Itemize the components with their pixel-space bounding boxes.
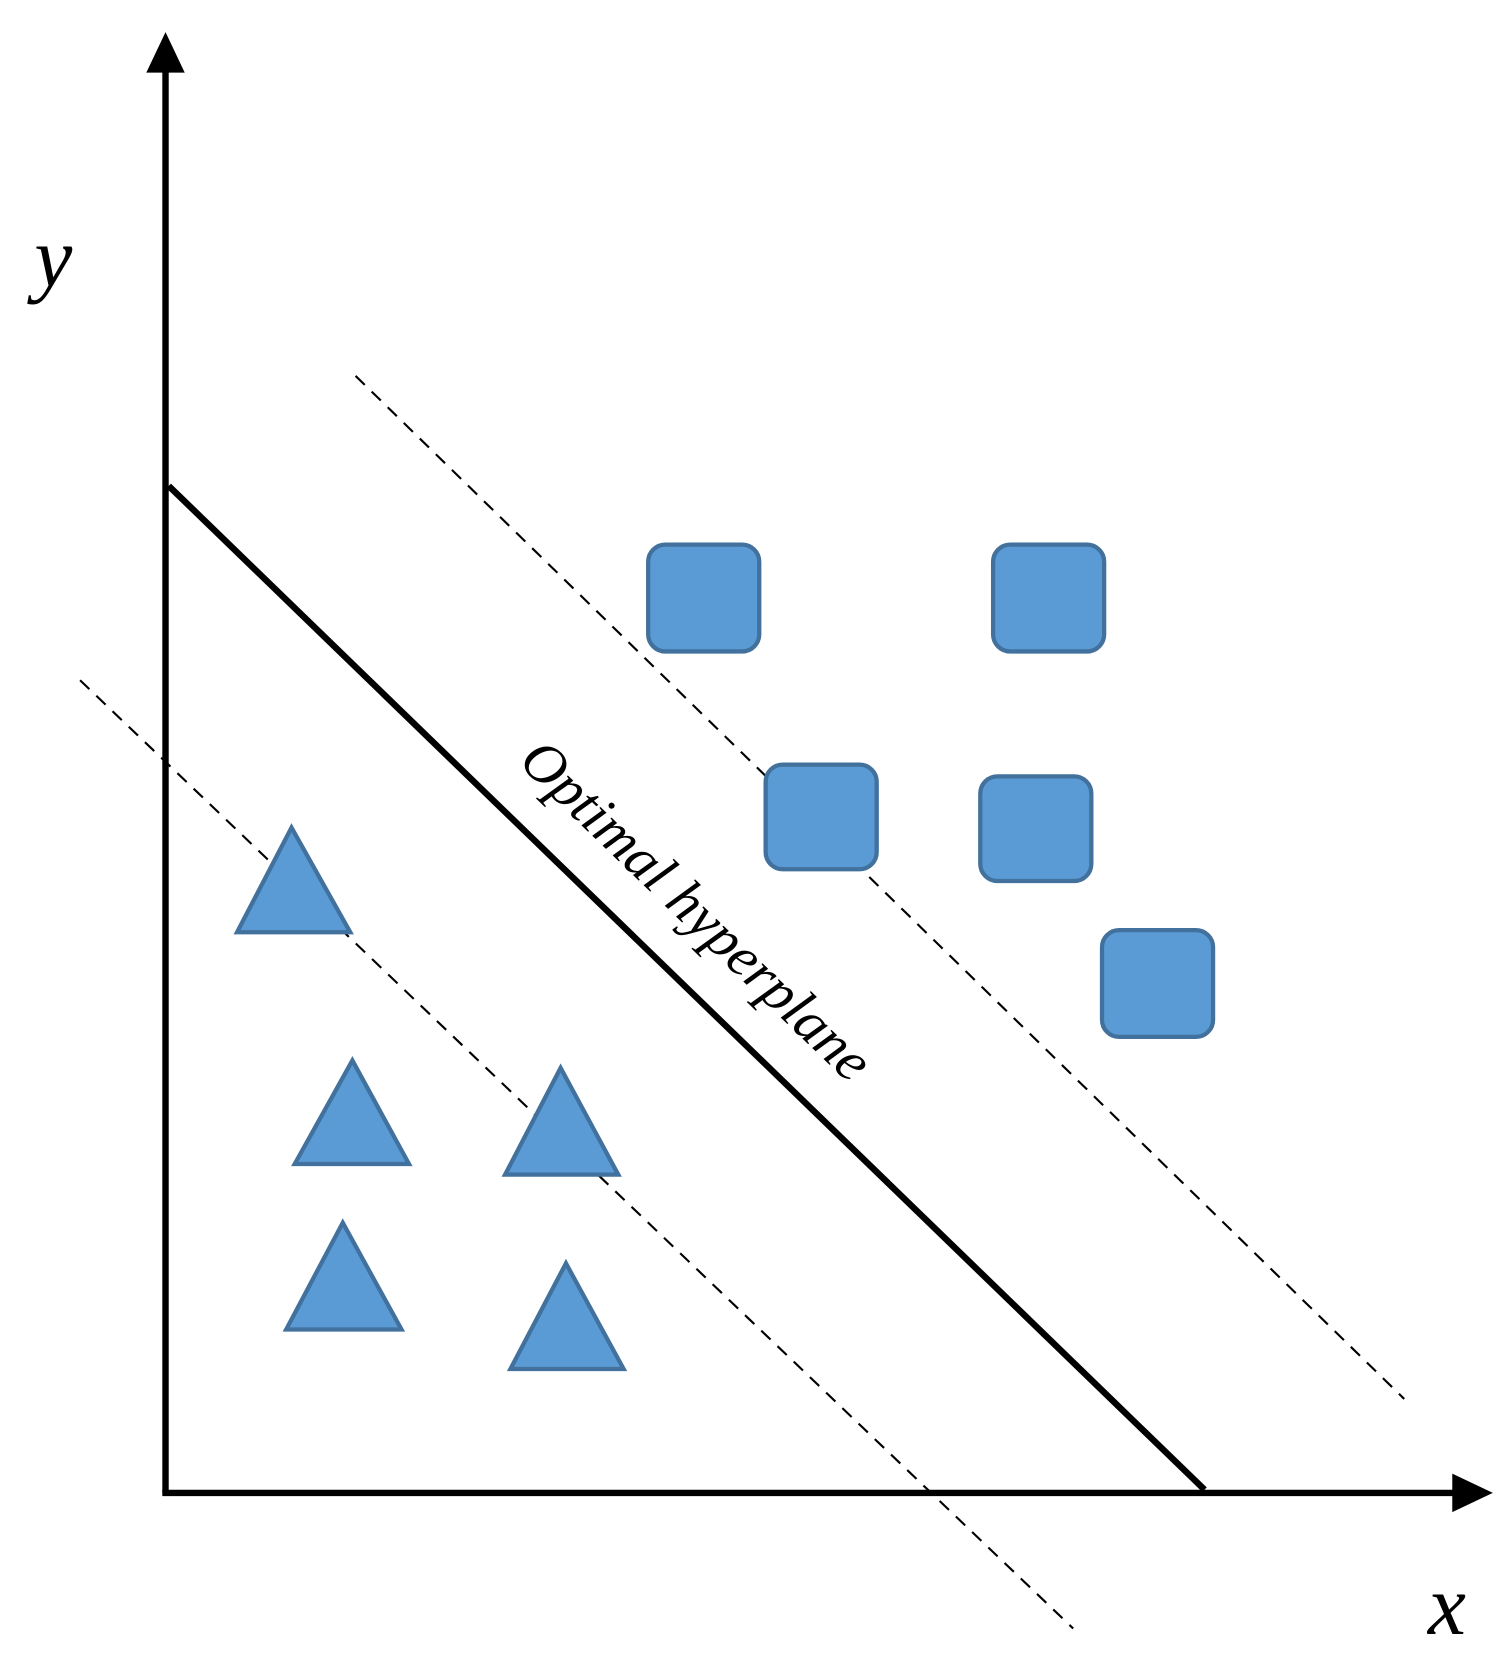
y-axis-label: y: [26, 211, 72, 305]
triangle-point: [291, 1055, 413, 1167]
margin-line-upper: [354, 375, 1405, 1400]
triangle-point: [282, 1218, 406, 1332]
x-axis-label: x: [1426, 1559, 1466, 1653]
triangle-point: [501, 1063, 622, 1177]
square-point: [646, 542, 762, 654]
square-point: [978, 774, 1094, 884]
square-point: [763, 762, 879, 872]
triangle-point: [233, 823, 354, 935]
hyperplane-line: [166, 483, 1207, 1492]
margin-line-lower: [79, 679, 1074, 1630]
square-point: [1099, 928, 1216, 1040]
triangle-point: [506, 1258, 628, 1372]
x-axis-arrow: [1452, 1473, 1493, 1513]
y-axis-arrow: [146, 32, 185, 73]
square-point: [990, 542, 1107, 654]
